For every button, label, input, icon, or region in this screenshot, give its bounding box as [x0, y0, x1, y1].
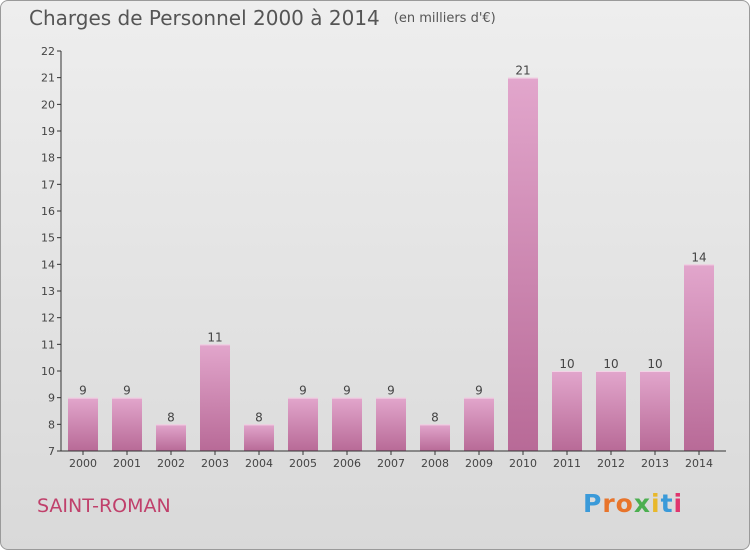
y-axis: 7 8 9 10 11 12 13 14 15 16 17 18 19 20 21 22: [41, 45, 62, 458]
logo-letter: i: [651, 489, 661, 518]
data-label: 11: [207, 330, 222, 344]
data-label: 9: [475, 384, 483, 398]
bar: [200, 344, 230, 451]
x-tick-label: 2007: [377, 457, 405, 470]
logo-letter: r: [602, 489, 616, 518]
y-tick-label: 22: [41, 45, 55, 58]
logo-letter: P: [583, 489, 603, 518]
place-name: SAINT-ROMAN: [37, 495, 171, 517]
y-tick-label: 21: [41, 72, 55, 85]
data-label: 9: [387, 384, 395, 398]
proxiti-logo[interactable]: Proxiti: [583, 489, 683, 518]
y-tick-label: 16: [41, 205, 55, 218]
data-label: 10: [603, 357, 618, 371]
bar: [464, 397, 494, 451]
y-tick-label: 15: [41, 232, 55, 245]
bar: [376, 397, 406, 451]
bar: [552, 371, 582, 451]
bar: [112, 397, 142, 451]
y-tick-label: 8: [48, 418, 55, 431]
bars: 9 9 8 11 8 9 9 9 8 9 21 10 10 10 14: [68, 64, 714, 452]
x-tick-label: 2011: [553, 457, 581, 470]
bar: [244, 424, 274, 451]
x-tick-label: 2013: [641, 457, 669, 470]
data-label: 10: [559, 357, 574, 371]
title-text: Charges de Personnel 2000 à 2014: [29, 6, 380, 30]
y-tick-label: 18: [41, 152, 55, 165]
bar: [420, 424, 450, 451]
x-tick-label: 2005: [289, 457, 317, 470]
x-tick-label: 2006: [333, 457, 361, 470]
y-tick-label: 20: [41, 98, 55, 111]
chart-subtitle: (en milliers d'€): [393, 11, 496, 26]
logo-letter: x: [633, 489, 651, 518]
x-axis: 2000 2001 2002 2003 2004 2005 2006 2007 2008 2009…: [61, 450, 726, 470]
data-label: 8: [167, 410, 175, 424]
data-label: 8: [255, 410, 263, 424]
chart-title: Charges de Personnel 2000 à 2014 (en mill…: [29, 6, 496, 30]
data-label: 9: [343, 384, 351, 398]
logo-letter: o: [615, 489, 634, 518]
y-tick-label: 14: [41, 258, 55, 271]
bar: [332, 397, 362, 451]
y-tick-label: 7: [48, 445, 55, 458]
x-tick-label: 2003: [201, 457, 229, 470]
y-tick-label: 9: [48, 392, 55, 405]
x-tick-label: 2010: [509, 457, 537, 470]
y-tick-label: 19: [41, 125, 55, 138]
bar: [68, 397, 98, 451]
data-label: 9: [299, 384, 307, 398]
y-tick-label: 12: [41, 312, 55, 325]
data-label: 9: [79, 384, 87, 398]
x-tick-label: 2014: [685, 457, 713, 470]
x-tick-label: 2004: [245, 457, 273, 470]
x-tick-label: 2000: [69, 457, 97, 470]
data-label: 14: [691, 250, 706, 264]
x-tick-label: 2001: [113, 457, 141, 470]
data-label: 8: [431, 410, 439, 424]
x-tick-label: 2009: [465, 457, 493, 470]
data-label: 10: [647, 357, 662, 371]
x-tick-label: 2002: [157, 457, 185, 470]
data-label: 9: [123, 384, 131, 398]
data-label: 21: [515, 64, 530, 78]
bar: [596, 371, 626, 451]
bar: [508, 77, 538, 452]
logo-letter: t: [660, 489, 674, 518]
logo-letter: i: [673, 489, 684, 518]
bar: [156, 424, 186, 451]
y-tick-label: 10: [41, 365, 55, 378]
x-tick-label: 2012: [597, 457, 625, 470]
y-tick-label: 11: [41, 338, 55, 351]
y-tick-label: 13: [41, 285, 55, 298]
bar: [684, 264, 714, 451]
bar: [640, 371, 670, 451]
x-tick-label: 2008: [421, 457, 449, 470]
y-tick-label: 17: [41, 178, 55, 191]
bar: [288, 397, 318, 451]
